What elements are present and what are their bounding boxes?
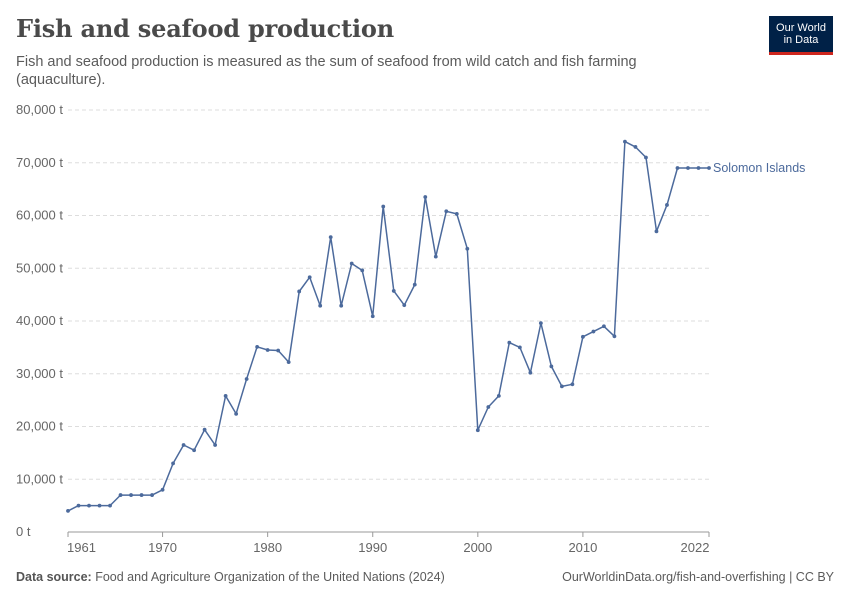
grid-lines xyxy=(68,109,709,480)
data-point[interactable] xyxy=(581,334,585,339)
data-point[interactable] xyxy=(192,448,196,453)
x-tick-label: 1980 xyxy=(253,540,282,555)
data-point[interactable] xyxy=(286,360,291,365)
logo-line-1: Our World xyxy=(776,22,826,34)
data-point[interactable] xyxy=(139,493,144,497)
data-point[interactable] xyxy=(538,321,543,326)
data-point[interactable] xyxy=(549,364,554,369)
data-point[interactable] xyxy=(328,235,333,240)
data-point[interactable] xyxy=(381,204,386,209)
y-axis: 0 t 10,000 t 20,000 t 30,000 t 40,000 t 50,00… xyxy=(16,102,63,539)
data-point[interactable] xyxy=(602,324,606,329)
data-point[interactable] xyxy=(486,405,491,409)
data-point[interactable] xyxy=(265,348,270,352)
data-point[interactable] xyxy=(412,282,417,287)
data-point[interactable] xyxy=(318,303,323,308)
chart-title: Fish and seafood production xyxy=(16,14,394,43)
data-point[interactable] xyxy=(223,394,228,398)
data-point[interactable] xyxy=(213,443,218,447)
y-tick-label: 10,000 t xyxy=(16,471,63,486)
data-point[interactable] xyxy=(360,268,365,273)
data-point[interactable] xyxy=(686,166,690,170)
series-label: Solomon Islands xyxy=(713,161,805,175)
y-tick-label: 60,000 t xyxy=(16,208,63,223)
y-tick-label: 80,000 t xyxy=(16,102,63,117)
data-point[interactable] xyxy=(370,314,375,319)
data-point[interactable] xyxy=(66,509,70,513)
data-point[interactable] xyxy=(234,411,239,416)
data-point[interactable] xyxy=(181,443,186,447)
data-point[interactable] xyxy=(76,503,81,508)
x-tick-label: 1961 xyxy=(67,540,96,555)
data-point[interactable] xyxy=(118,493,123,497)
x-tick-label: 1990 xyxy=(358,540,387,555)
data-point[interactable] xyxy=(696,166,701,170)
data-point[interactable] xyxy=(160,487,165,492)
y-tick-label: 50,000 t xyxy=(16,260,63,275)
y-tick-label: 20,000 t xyxy=(16,419,63,434)
data-point[interactable] xyxy=(465,246,470,251)
data-point[interactable] xyxy=(255,344,260,349)
data-point[interactable] xyxy=(591,329,596,334)
source-link[interactable]: OurWorldinData.org/fish-and-overfishing … xyxy=(562,570,834,584)
x-tick-label: 1970 xyxy=(148,540,177,555)
data-point[interactable] xyxy=(559,384,564,389)
data-source-text: Food and Agriculture Organization of the… xyxy=(95,570,445,584)
data-point[interactable] xyxy=(297,289,302,294)
data-point[interactable] xyxy=(97,503,102,508)
data-point[interactable] xyxy=(339,303,344,308)
y-tick-label: 40,000 t xyxy=(16,313,63,328)
data-point[interactable] xyxy=(129,493,133,497)
y-tick-label: 0 t xyxy=(16,524,31,539)
data-source: Data source: Food and Agriculture Organi… xyxy=(16,570,445,584)
series-line[interactable] xyxy=(67,140,709,512)
data-point[interactable] xyxy=(244,377,249,381)
owid-logo[interactable]: Our World in Data xyxy=(769,16,833,55)
x-tick-label: 2000 xyxy=(463,540,492,555)
y-tick-label: 30,000 t xyxy=(16,366,63,381)
data-point[interactable] xyxy=(475,428,480,433)
data-point[interactable] xyxy=(433,254,438,259)
data-point[interactable] xyxy=(402,303,407,308)
data-point[interactable] xyxy=(150,493,154,497)
data-point[interactable] xyxy=(391,289,396,293)
data-point[interactable] xyxy=(454,212,459,216)
data-point[interactable] xyxy=(528,370,533,375)
data-point[interactable] xyxy=(202,427,207,432)
footer: Data source: Food and Agriculture Organi… xyxy=(16,570,834,584)
series-solomon-islands[interactable]: Solomon Islands xyxy=(66,139,805,513)
data-source-label: Data source: xyxy=(16,570,92,584)
x-tick-label: 2010 xyxy=(568,540,597,555)
chart-subtitle: Fish and seafood production is measured … xyxy=(16,54,637,88)
data-point[interactable] xyxy=(707,166,711,170)
data-point[interactable] xyxy=(171,461,175,466)
data-point[interactable] xyxy=(307,275,312,280)
data-point[interactable] xyxy=(507,340,512,345)
data-point[interactable] xyxy=(665,203,669,207)
data-point[interactable] xyxy=(276,348,281,353)
logo-line-2: in Data xyxy=(783,34,819,46)
data-point[interactable] xyxy=(108,503,112,508)
data-point[interactable] xyxy=(675,166,680,170)
data-point[interactable] xyxy=(87,503,91,508)
data-point[interactable] xyxy=(444,209,449,214)
data-point[interactable] xyxy=(496,394,501,398)
y-tick-label: 70,000 t xyxy=(16,155,63,170)
data-point[interactable] xyxy=(654,229,659,234)
data-point[interactable] xyxy=(423,195,428,199)
x-tick-label: 2022 xyxy=(681,540,710,555)
data-point[interactable] xyxy=(612,334,617,339)
data-point[interactable] xyxy=(570,382,575,387)
data-point[interactable] xyxy=(633,145,638,149)
data-point[interactable] xyxy=(349,261,354,266)
data-point[interactable] xyxy=(623,139,627,144)
data-point[interactable] xyxy=(517,345,522,350)
data-point[interactable] xyxy=(644,155,648,160)
x-axis: 1961 1970 1980 1990 2000 2010 2022 xyxy=(67,531,710,555)
